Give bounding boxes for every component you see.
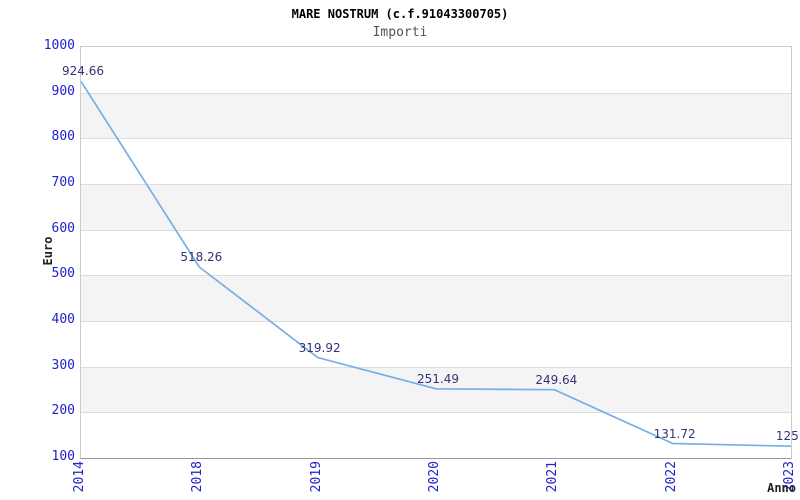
y-tick-label: 300 (51, 357, 75, 373)
y-tick-label: 500 (51, 266, 75, 282)
x-tick-label: 2021 (545, 461, 561, 493)
x-tick-label: 2022 (663, 461, 679, 493)
x-tick-label: 2020 (427, 461, 442, 493)
data-point-label: 518.26 (180, 249, 223, 264)
y-tick-label: 800 (51, 129, 75, 145)
gridline (81, 184, 791, 185)
gridline (81, 93, 791, 94)
y-axis-title: Euro (41, 236, 55, 266)
x-tick-label: 2019 (308, 461, 324, 493)
gridline (81, 275, 791, 276)
chart-subtitle: Importi (372, 25, 428, 40)
plot-background (81, 47, 791, 458)
gridline (81, 138, 791, 139)
gridline (81, 412, 791, 413)
grid-band (81, 92, 791, 139)
y-tick-label: 1000 (43, 38, 75, 53)
data-point-label: 125.9 (775, 429, 800, 444)
y-tick-label: 700 (51, 175, 75, 190)
data-point-label: 319.92 (298, 340, 341, 355)
data-point-label: 249.64 (535, 372, 578, 387)
grid-band (81, 275, 791, 321)
line-series (81, 80, 791, 448)
x-axis-title: Anno (767, 481, 796, 495)
x-tick-label: 2014 (72, 461, 87, 493)
gridline (81, 230, 791, 231)
y-tick-label: 200 (51, 403, 75, 419)
y-tick-label: 100 (51, 449, 75, 464)
data-point-label: 131.72 (653, 426, 696, 441)
grid-band (81, 184, 791, 230)
chart-title: MARE NOSTRUM (c.f.91043300705) (291, 7, 509, 21)
data-point-label: 251.49 (417, 371, 459, 386)
data-point-label: 924.66 (62, 64, 104, 79)
plot-area (80, 46, 792, 459)
y-tick-label: 400 (51, 312, 75, 327)
gridline (81, 321, 791, 322)
y-tick-label: 900 (51, 83, 75, 99)
y-tick-label: 600 (51, 220, 75, 236)
gridline (81, 367, 791, 368)
x-tick-label: 2018 (190, 461, 206, 493)
